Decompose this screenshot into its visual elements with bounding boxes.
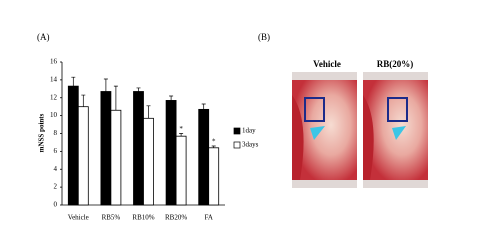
panel-label: (A) <box>37 32 50 42</box>
error-bar <box>103 78 108 92</box>
error-bar <box>81 94 86 107</box>
legend-swatch <box>233 127 241 135</box>
brain-image <box>363 72 428 188</box>
bar <box>133 91 144 206</box>
bar <box>110 109 122 206</box>
error-bar <box>211 145 216 148</box>
image-label: RB(20%) <box>377 59 414 69</box>
error-bar <box>113 85 118 111</box>
x-tick-label: RB10% <box>132 214 154 222</box>
y-tick-label: 6 <box>54 147 58 155</box>
bar <box>165 100 177 206</box>
bar <box>67 85 79 206</box>
bar <box>143 117 154 206</box>
x-tick-label: RB20% <box>165 214 187 222</box>
bar <box>77 106 89 206</box>
x-tick-label: RB5% <box>102 214 121 222</box>
y-tick-label: 14 <box>50 75 58 83</box>
legend-label: 3days <box>242 141 259 149</box>
error-bar <box>201 103 206 110</box>
y-tick-label: 16 <box>50 58 58 66</box>
y-tick-label: 0 <box>54 201 58 209</box>
image-label: Vehicle <box>313 59 341 69</box>
error-bar <box>146 105 151 119</box>
y-tick-label: 2 <box>54 183 58 191</box>
significance-mark: * <box>212 138 216 146</box>
panel-label: (B) <box>258 32 270 42</box>
error-bar <box>179 133 184 137</box>
error-bar <box>169 95 174 101</box>
x-tick-label: Vehicle <box>68 214 89 222</box>
error-bar <box>71 76 76 87</box>
x-tick-label: FA <box>204 214 212 222</box>
bar <box>100 91 112 206</box>
y-tick-label: 8 <box>54 129 58 137</box>
y-tick-label: 10 <box>50 111 58 119</box>
y-tick-label: 4 <box>54 165 58 173</box>
legend-label: 1day <box>242 127 256 135</box>
y-tick-label: 12 <box>50 93 58 101</box>
bar <box>198 108 210 206</box>
error-bar <box>136 87 141 92</box>
bar <box>175 135 187 206</box>
bar <box>208 147 220 206</box>
y-axis-title: mNSS points <box>38 113 46 152</box>
brain-image <box>292 72 357 188</box>
significance-mark: * <box>179 125 183 133</box>
legend-swatch <box>233 141 241 149</box>
